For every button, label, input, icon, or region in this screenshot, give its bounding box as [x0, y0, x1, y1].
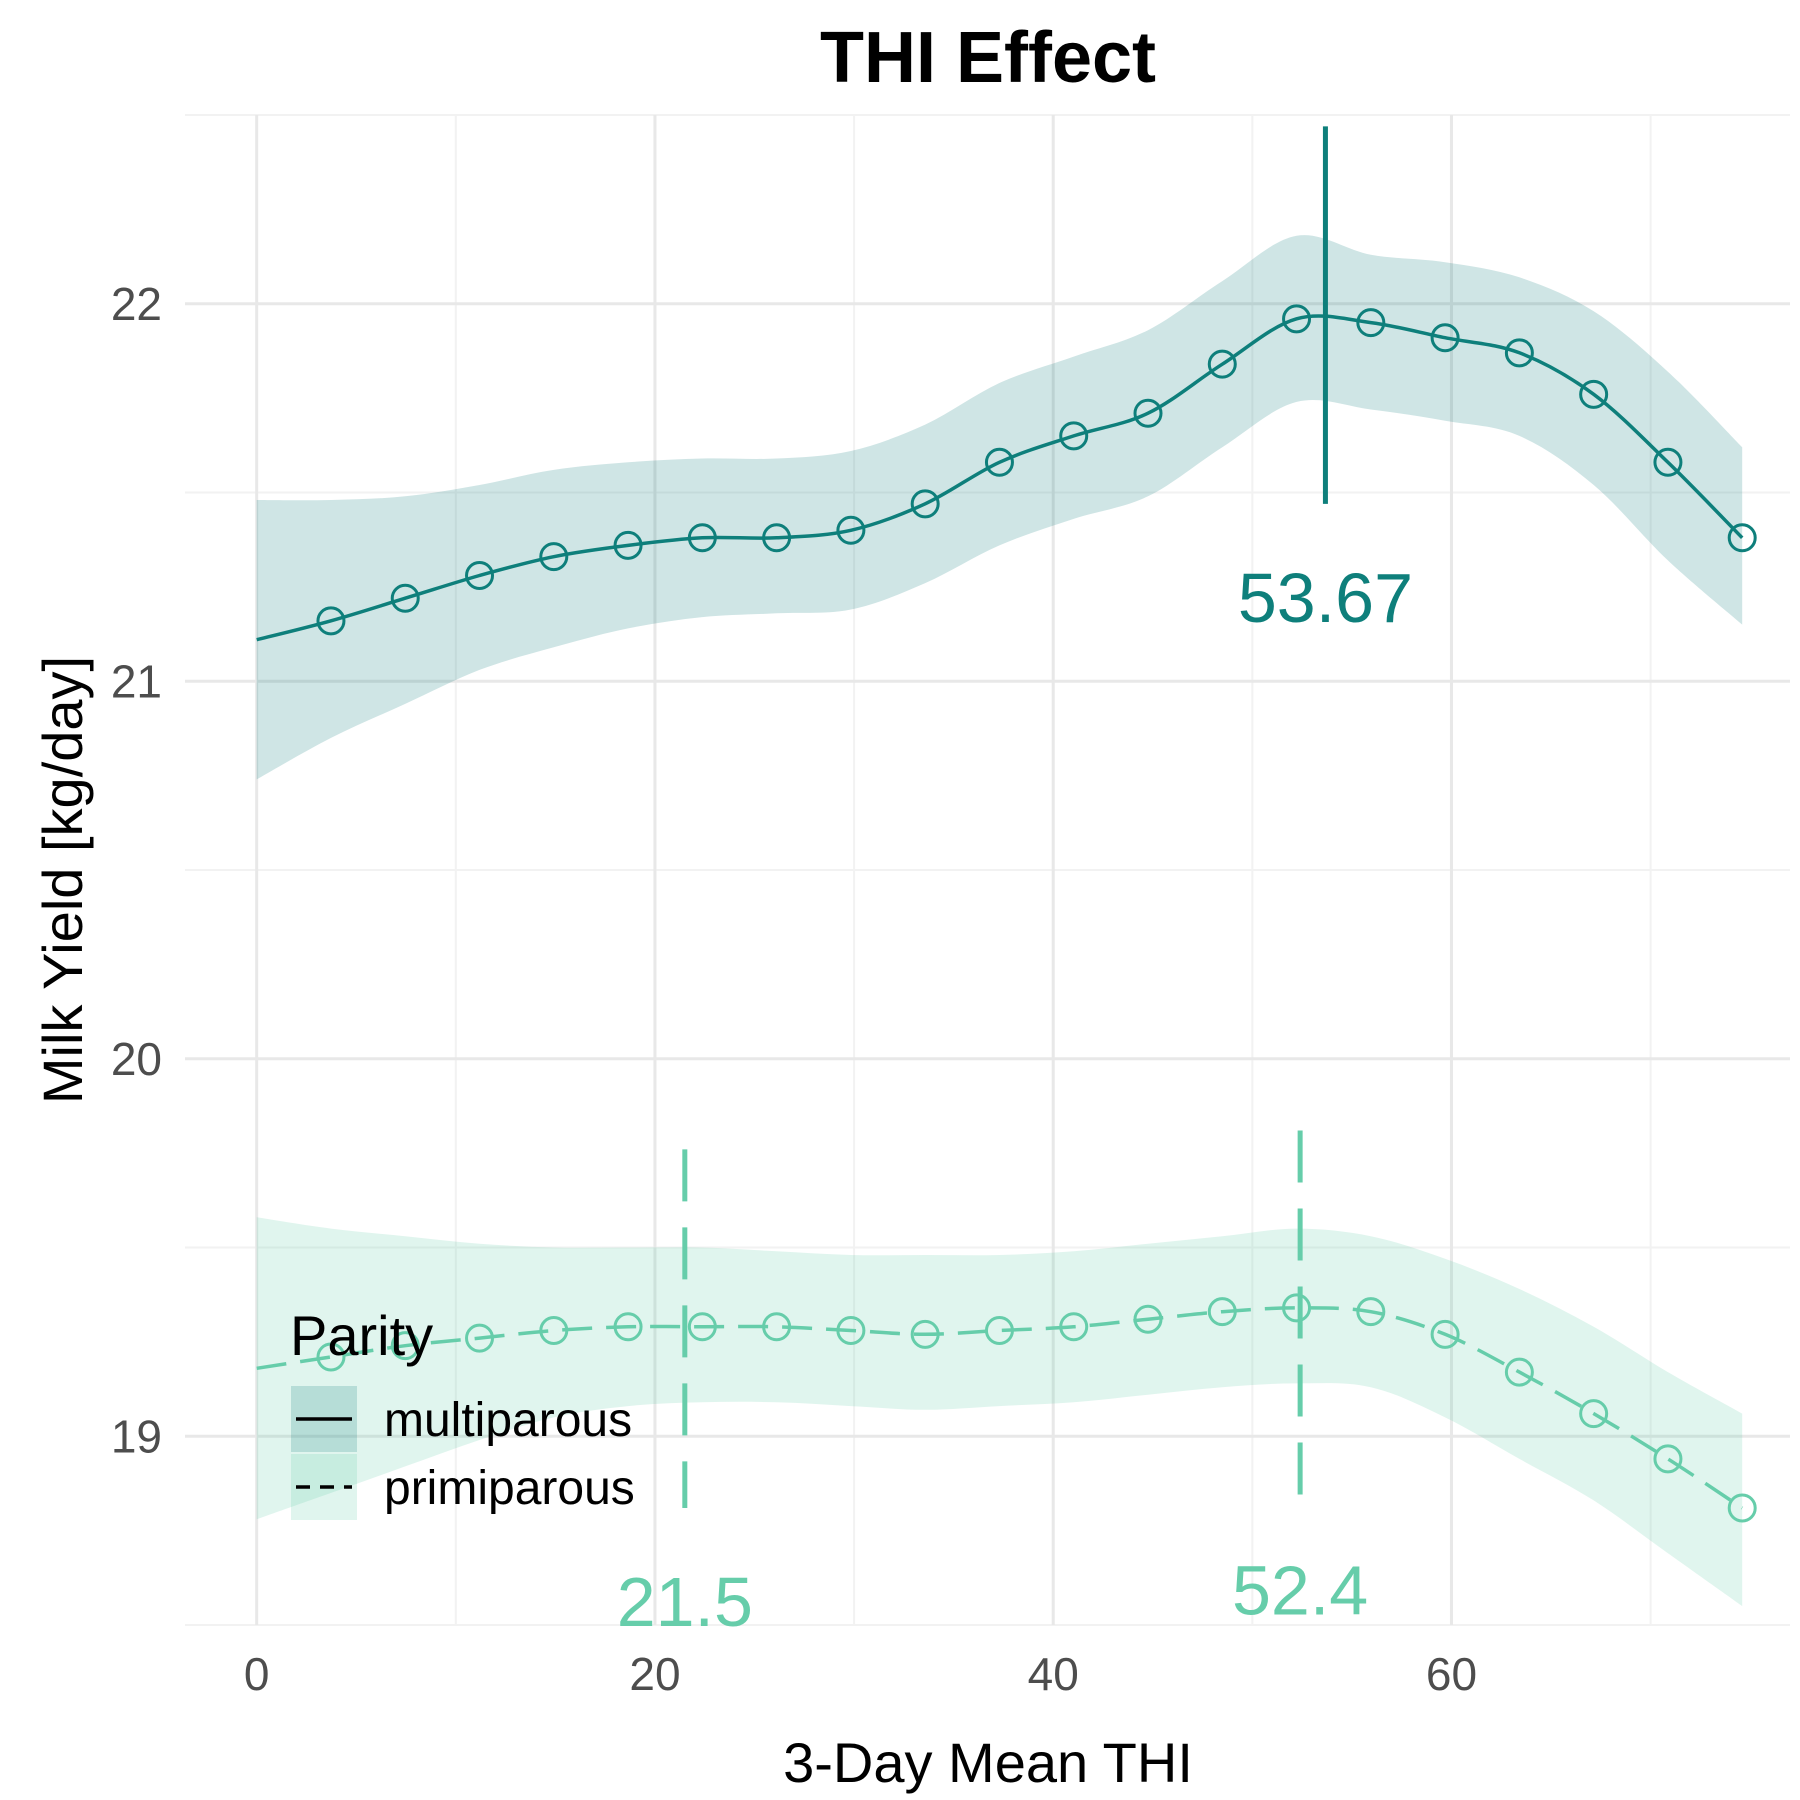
marker-primiparous — [1207, 1297, 1237, 1327]
marker-primiparous — [316, 1342, 346, 1372]
marker-multiparous — [390, 583, 420, 613]
marker-primiparous — [465, 1323, 495, 1353]
marker-multiparous — [687, 523, 717, 553]
marker-primiparous — [984, 1316, 1014, 1346]
optimum-label-primiparous: 21.5 — [617, 1563, 753, 1641]
marker-primiparous — [1282, 1293, 1312, 1323]
marker-multiparous — [465, 561, 495, 591]
marker-primiparous — [910, 1319, 940, 1349]
marker-multiparous — [910, 489, 940, 519]
marker-multiparous — [1504, 338, 1534, 368]
legend-label-multiparous: multiparous — [384, 1394, 632, 1447]
y-axis-ticks: 19 20 21 22 — [111, 278, 162, 1463]
marker-primiparous — [1059, 1312, 1089, 1342]
optimum-label-primiparous: 52.4 — [1232, 1552, 1368, 1630]
optimum-label-multiparous: 53.67 — [1238, 559, 1413, 637]
y-tick-label: 21 — [111, 655, 162, 707]
x-tick-label: 0 — [244, 1648, 270, 1700]
x-tick-label: 40 — [1028, 1648, 1079, 1700]
marker-primiparous — [613, 1312, 643, 1342]
marker-primiparous — [390, 1331, 420, 1361]
legend-title: Parity — [290, 1304, 433, 1367]
series-lines — [256, 314, 1744, 1510]
marker-primiparous — [1727, 1493, 1757, 1523]
marker-multiparous — [1356, 308, 1386, 338]
marker-multiparous — [1059, 421, 1089, 451]
marker-primiparous — [1504, 1357, 1534, 1387]
marker-multiparous — [1727, 523, 1757, 553]
marker-primiparous — [1653, 1444, 1683, 1474]
marker-multiparous — [762, 523, 792, 553]
marker-primiparous — [762, 1312, 792, 1342]
series-markers — [316, 304, 1757, 1523]
x-tick-label: 60 — [1426, 1648, 1477, 1700]
x-tick-label: 20 — [629, 1648, 680, 1700]
marker-primiparous — [836, 1316, 866, 1346]
marker-multiparous — [316, 606, 346, 636]
marker-multiparous — [539, 542, 569, 572]
marker-primiparous — [1579, 1399, 1609, 1429]
marker-multiparous — [1653, 447, 1683, 477]
marker-multiparous — [984, 447, 1014, 477]
y-tick-label: 19 — [111, 1410, 162, 1462]
marker-multiparous — [613, 530, 643, 560]
marker-primiparous — [539, 1316, 569, 1346]
optimum-markers: 53.67 21.5 52.4 — [617, 126, 1413, 1641]
y-axis-title: Milk Yield [kg/day] — [31, 656, 94, 1104]
marker-multiparous — [1579, 379, 1609, 409]
legend-label-primiparous: primiparous — [384, 1462, 635, 1515]
marker-primiparous — [1430, 1319, 1460, 1349]
line-multiparous — [256, 314, 1744, 642]
x-axis-title: 3-Day Mean THI — [783, 1731, 1193, 1794]
marker-primiparous — [1356, 1297, 1386, 1327]
chart-title: THI Effect — [820, 18, 1156, 98]
ribbon-multiparous — [256, 235, 1743, 780]
marker-primiparous — [687, 1312, 717, 1342]
y-tick-label: 22 — [111, 278, 162, 330]
marker-multiparous — [1282, 304, 1312, 334]
marker-primiparous — [1133, 1304, 1163, 1334]
marker-multiparous — [1430, 323, 1460, 353]
marker-multiparous — [1133, 398, 1163, 428]
gridlines — [185, 114, 1790, 1626]
x-axis-ticks: 0 20 40 60 — [244, 1648, 1477, 1700]
line-primiparous — [256, 1306, 1744, 1510]
legend: Parity multiparous primiparous — [290, 1304, 635, 1520]
y-tick-label: 20 — [111, 1033, 162, 1085]
marker-multiparous — [836, 515, 866, 545]
marker-multiparous — [1207, 349, 1237, 379]
